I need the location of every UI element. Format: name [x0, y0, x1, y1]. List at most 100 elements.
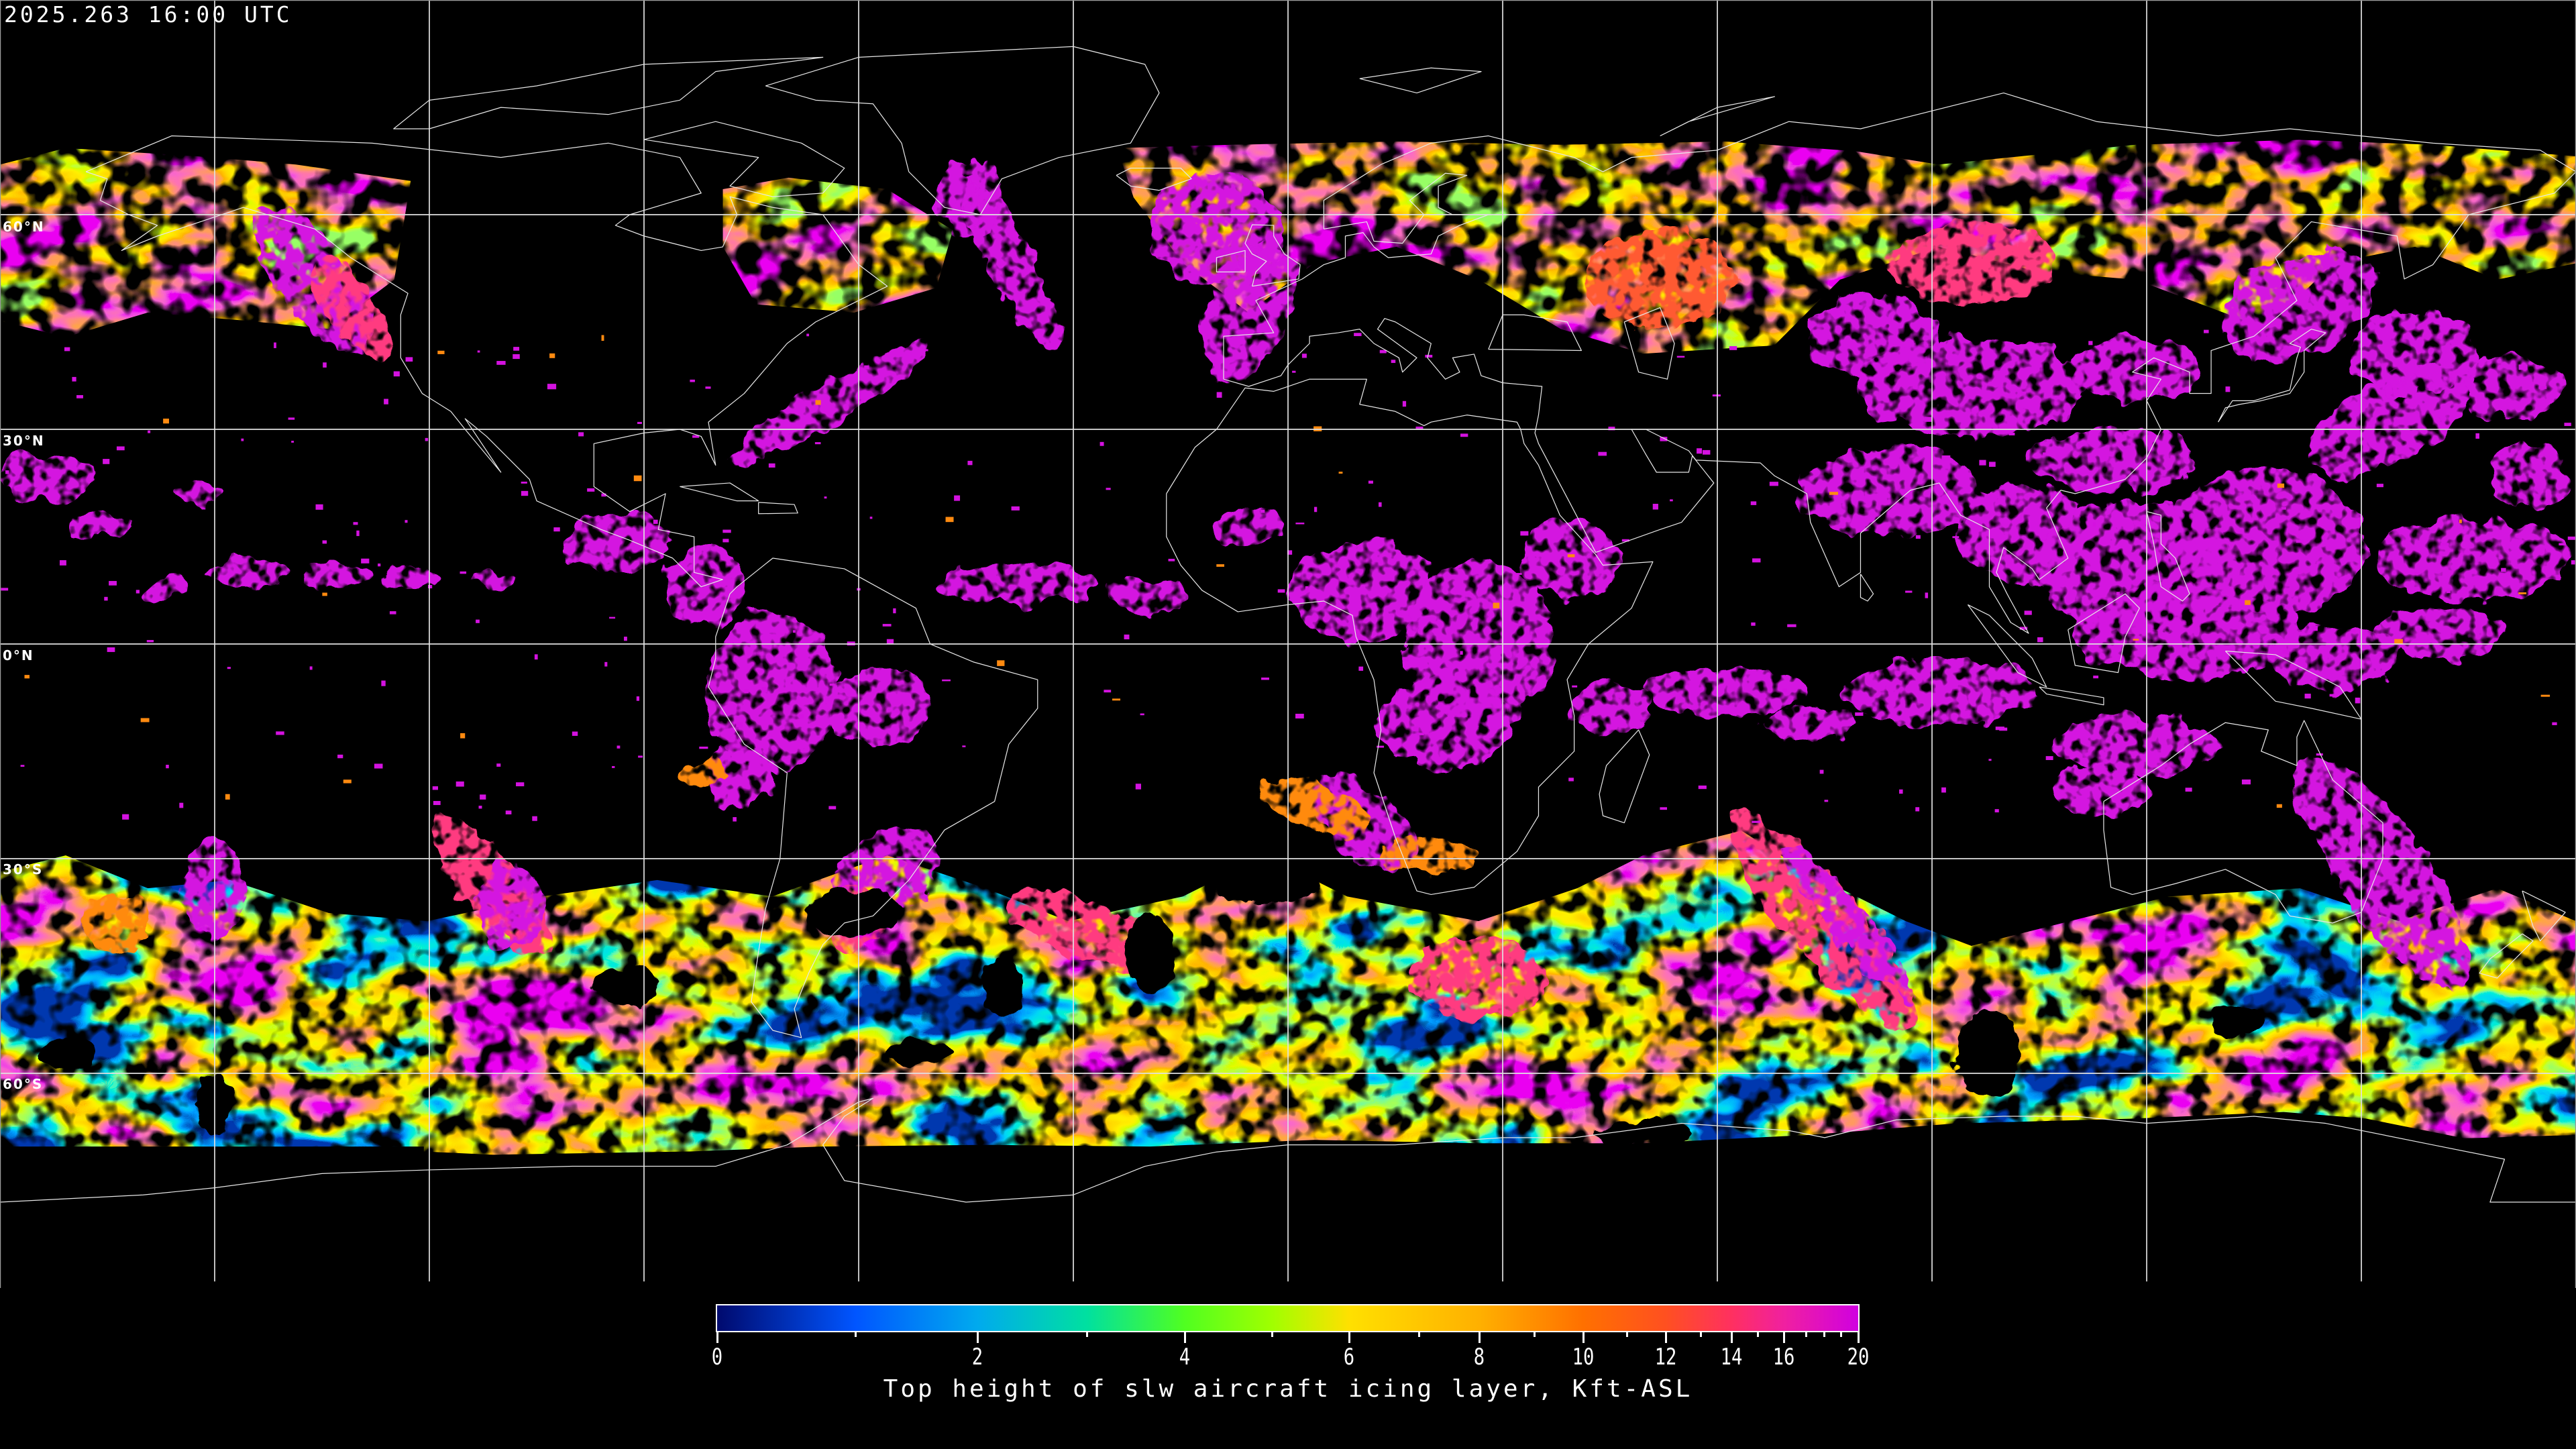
cloud-speck — [1855, 712, 1864, 716]
cloud-speck — [891, 710, 900, 713]
coastline-caspian-sea — [1623, 307, 1675, 380]
cloud-cluster — [138, 577, 191, 601]
cloud-speck — [109, 581, 117, 586]
coastline-ireland — [1216, 250, 1246, 272]
coastline-eurasia — [1223, 92, 2576, 634]
cloud-speck — [1752, 558, 1761, 563]
colorbar-minor-tick — [1805, 1331, 1807, 1337]
cloud-speck — [824, 496, 827, 499]
coastline-philippines — [2146, 511, 2190, 602]
cloud-speck — [148, 430, 151, 433]
colorbar-tick-label: 6 — [1344, 1344, 1355, 1371]
cloud-speck — [432, 786, 438, 790]
colorbar-minor-tick — [1418, 1331, 1421, 1337]
cloud-speck — [2447, 588, 2451, 594]
cloud-speck — [612, 765, 615, 768]
cloud-speck — [2133, 639, 2139, 641]
cloud-speck — [374, 763, 383, 769]
cloud-speck — [356, 530, 360, 537]
cloud-speck — [798, 714, 804, 718]
cloud-speck — [1819, 769, 1824, 774]
cloud-speck — [793, 630, 796, 633]
cloud-speck — [616, 745, 621, 749]
cloud-speck — [1698, 785, 1707, 790]
cloud-speck — [521, 481, 527, 484]
cloud-speck — [513, 354, 520, 360]
cloud-speck — [886, 639, 894, 645]
cloud-speck — [705, 386, 711, 389]
coastline-iceland — [1116, 167, 1192, 191]
lat-label-30s: 30°S — [3, 861, 44, 878]
cloud-speck — [553, 527, 560, 532]
cloud-speck — [1582, 713, 1592, 716]
coastline-java — [2039, 686, 2104, 706]
cloud-speck — [476, 619, 480, 623]
cloud-speck — [2245, 600, 2251, 605]
cloud-speck — [2351, 629, 2356, 633]
cloud-speck — [1314, 506, 1318, 513]
cloud-speck — [2092, 522, 2096, 527]
cloud-speck — [1782, 688, 1787, 692]
colorbar-major-tick — [1348, 1331, 1351, 1343]
coastline-japan — [2218, 329, 2326, 423]
cloud-speck — [1277, 589, 1285, 593]
cloud-speck — [2024, 610, 2032, 615]
cloud-speck — [624, 637, 627, 641]
cloud-speck — [1660, 437, 1668, 441]
cloud-cluster — [1585, 230, 1733, 329]
cloud-speck — [384, 398, 388, 405]
coastline-australia — [2103, 720, 2383, 924]
cloud-speck — [59, 560, 66, 566]
cloud-cluster — [1006, 890, 1163, 969]
cloud-speck — [1295, 713, 1304, 719]
cloud-speck — [315, 504, 323, 510]
cloud-speck — [1941, 455, 1951, 460]
cloud-speck — [2125, 783, 2128, 788]
cloud-speck — [2078, 486, 2087, 491]
cloud-speck — [2088, 341, 2093, 345]
cloud-speck — [437, 350, 445, 354]
data-gap — [2209, 1003, 2259, 1036]
cloud-speck — [814, 442, 821, 445]
colorbar-minor-tick — [1271, 1331, 1273, 1337]
cloud-cluster — [1289, 543, 1438, 642]
cloud-speck — [361, 558, 370, 564]
data-gap — [36, 1036, 96, 1069]
cloud-speck — [744, 689, 749, 694]
cloud-speck — [1460, 433, 1468, 437]
cloud-cluster — [1799, 447, 1980, 540]
cloud-speck — [997, 660, 1005, 666]
cloud-speck — [496, 763, 501, 767]
cloud-speck — [227, 667, 231, 669]
cloud-speck — [690, 379, 695, 382]
coastline-baffin — [643, 121, 845, 197]
cloud-speck — [1354, 333, 1362, 337]
cloud-speck — [1915, 535, 1921, 539]
coastlines — [0, 46, 2576, 1203]
cloud-speck — [2501, 568, 2506, 572]
cloud-speck — [1824, 800, 1829, 802]
cloud-cluster — [1259, 775, 1369, 837]
cloud-speck — [1924, 417, 1933, 422]
cloud-cluster — [2053, 714, 2218, 773]
colorbar-tick-label: 10 — [1572, 1344, 1595, 1371]
cloud-speck — [460, 571, 467, 574]
cloud-speck — [1702, 449, 1711, 455]
cloud-speck — [64, 347, 70, 352]
cloud-speck — [1460, 651, 1463, 655]
cloud-speck — [225, 794, 230, 800]
cloud-speck — [1979, 460, 1986, 466]
cloud-speck — [1417, 733, 1424, 736]
colorbar-tick-label: 2 — [971, 1344, 983, 1371]
cloud-speck — [1572, 685, 1578, 688]
cloud-cluster — [1889, 222, 2054, 305]
cloud-cluster — [1413, 937, 1545, 1020]
cloud-cluster — [1380, 839, 1479, 872]
cloud-cluster — [2373, 608, 2506, 658]
cloud-speck — [2394, 639, 2403, 644]
colorbar-minor-tick — [1533, 1331, 1536, 1337]
cloud-speck — [1520, 531, 1529, 536]
cloud-cluster — [1758, 707, 1857, 741]
cloud-speck — [1391, 360, 1396, 364]
colorbar-major-tick — [1858, 1331, 1860, 1343]
